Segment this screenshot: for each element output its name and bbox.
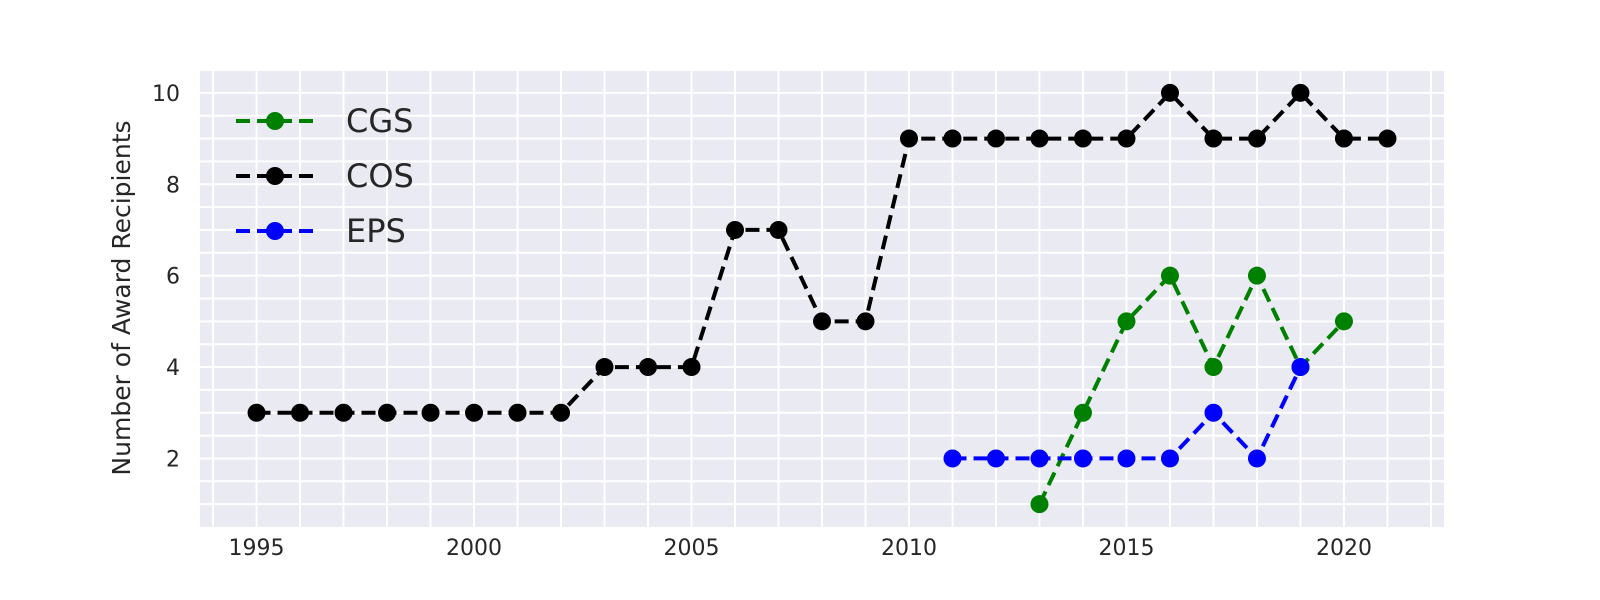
legend-item-cgs: CGS	[236, 102, 413, 140]
data-point-eps	[1030, 449, 1049, 468]
data-point-eps	[1247, 449, 1266, 468]
data-point-cos	[986, 129, 1005, 148]
legend-label-cos: COS	[346, 157, 414, 195]
series-line-cgs	[1037, 270, 1346, 505]
data-point-eps	[1073, 449, 1092, 468]
data-point-cos	[247, 403, 266, 422]
data-point-cos	[682, 358, 701, 377]
x-tick-label: 2000	[446, 536, 502, 561]
data-point-cos	[421, 403, 440, 422]
data-point-eps	[1204, 403, 1223, 422]
x-tick-label: 2020	[1316, 536, 1372, 561]
data-point-cos	[1204, 129, 1223, 148]
data-point-cos	[291, 403, 310, 422]
data-point-cos	[552, 403, 571, 422]
data-point-eps	[1291, 358, 1310, 377]
data-point-cos	[726, 220, 745, 239]
y-axis-label: Number of Award Recipients	[107, 120, 136, 475]
x-tick-label: 2010	[881, 536, 937, 561]
data-point-cos	[856, 312, 875, 331]
data-point-cos	[595, 358, 614, 377]
data-point-eps	[1117, 449, 1136, 468]
y-tick-label: 8	[166, 173, 180, 198]
y-tick-label: 10	[152, 82, 180, 107]
x-axis-ticks: 1995 2000 2005 2010 2015 2020	[229, 536, 1372, 561]
data-point-cos	[899, 129, 918, 148]
data-point-cgs	[1073, 403, 1092, 422]
y-tick-label: 4	[166, 356, 180, 381]
data-point-cos	[1334, 129, 1353, 148]
data-point-cos	[1073, 129, 1092, 148]
data-point-cgs	[1117, 312, 1136, 331]
legend-label-eps: EPS	[346, 212, 406, 250]
data-point-eps	[986, 449, 1005, 468]
series-eps	[943, 358, 1310, 468]
data-point-cos	[508, 403, 527, 422]
data-point-eps	[943, 449, 962, 468]
data-point-cgs	[1204, 358, 1223, 377]
data-point-cos	[1160, 83, 1179, 102]
data-point-cgs	[1247, 266, 1266, 285]
data-point-cos	[1378, 129, 1397, 148]
legend-label-cgs: CGS	[346, 102, 413, 140]
x-tick-label: 2015	[1098, 536, 1154, 561]
data-point-cos	[1247, 129, 1266, 148]
legend: CGS COS EPS	[236, 102, 414, 250]
legend-marker-cos	[266, 167, 284, 185]
y-axis-ticks: 2 4 6 8 10	[152, 82, 180, 473]
data-point-cos	[378, 403, 397, 422]
data-point-cgs	[1334, 312, 1353, 331]
x-tick-label: 1995	[229, 536, 285, 561]
legend-item-eps: EPS	[236, 212, 406, 250]
data-point-eps	[1160, 449, 1179, 468]
data-point-cos	[943, 129, 962, 148]
data-point-cgs	[1030, 495, 1049, 514]
legend-marker-eps	[266, 222, 284, 240]
legend-item-cos: COS	[236, 157, 414, 195]
data-point-cos	[769, 220, 788, 239]
series-cos	[247, 83, 1397, 422]
data-point-cos	[813, 312, 831, 331]
data-point-cos	[639, 358, 658, 377]
series-group	[247, 83, 1397, 514]
y-tick-label: 6	[166, 265, 180, 290]
data-point-cos	[465, 403, 484, 422]
x-tick-label: 2005	[664, 536, 720, 561]
data-point-cos	[334, 403, 353, 422]
legend-marker-cgs	[266, 112, 284, 130]
data-point-cos	[1030, 129, 1049, 148]
data-point-cgs	[1160, 266, 1179, 285]
y-tick-label: 2	[166, 447, 180, 472]
data-point-cos	[1117, 129, 1136, 148]
data-point-cos	[1291, 83, 1310, 102]
